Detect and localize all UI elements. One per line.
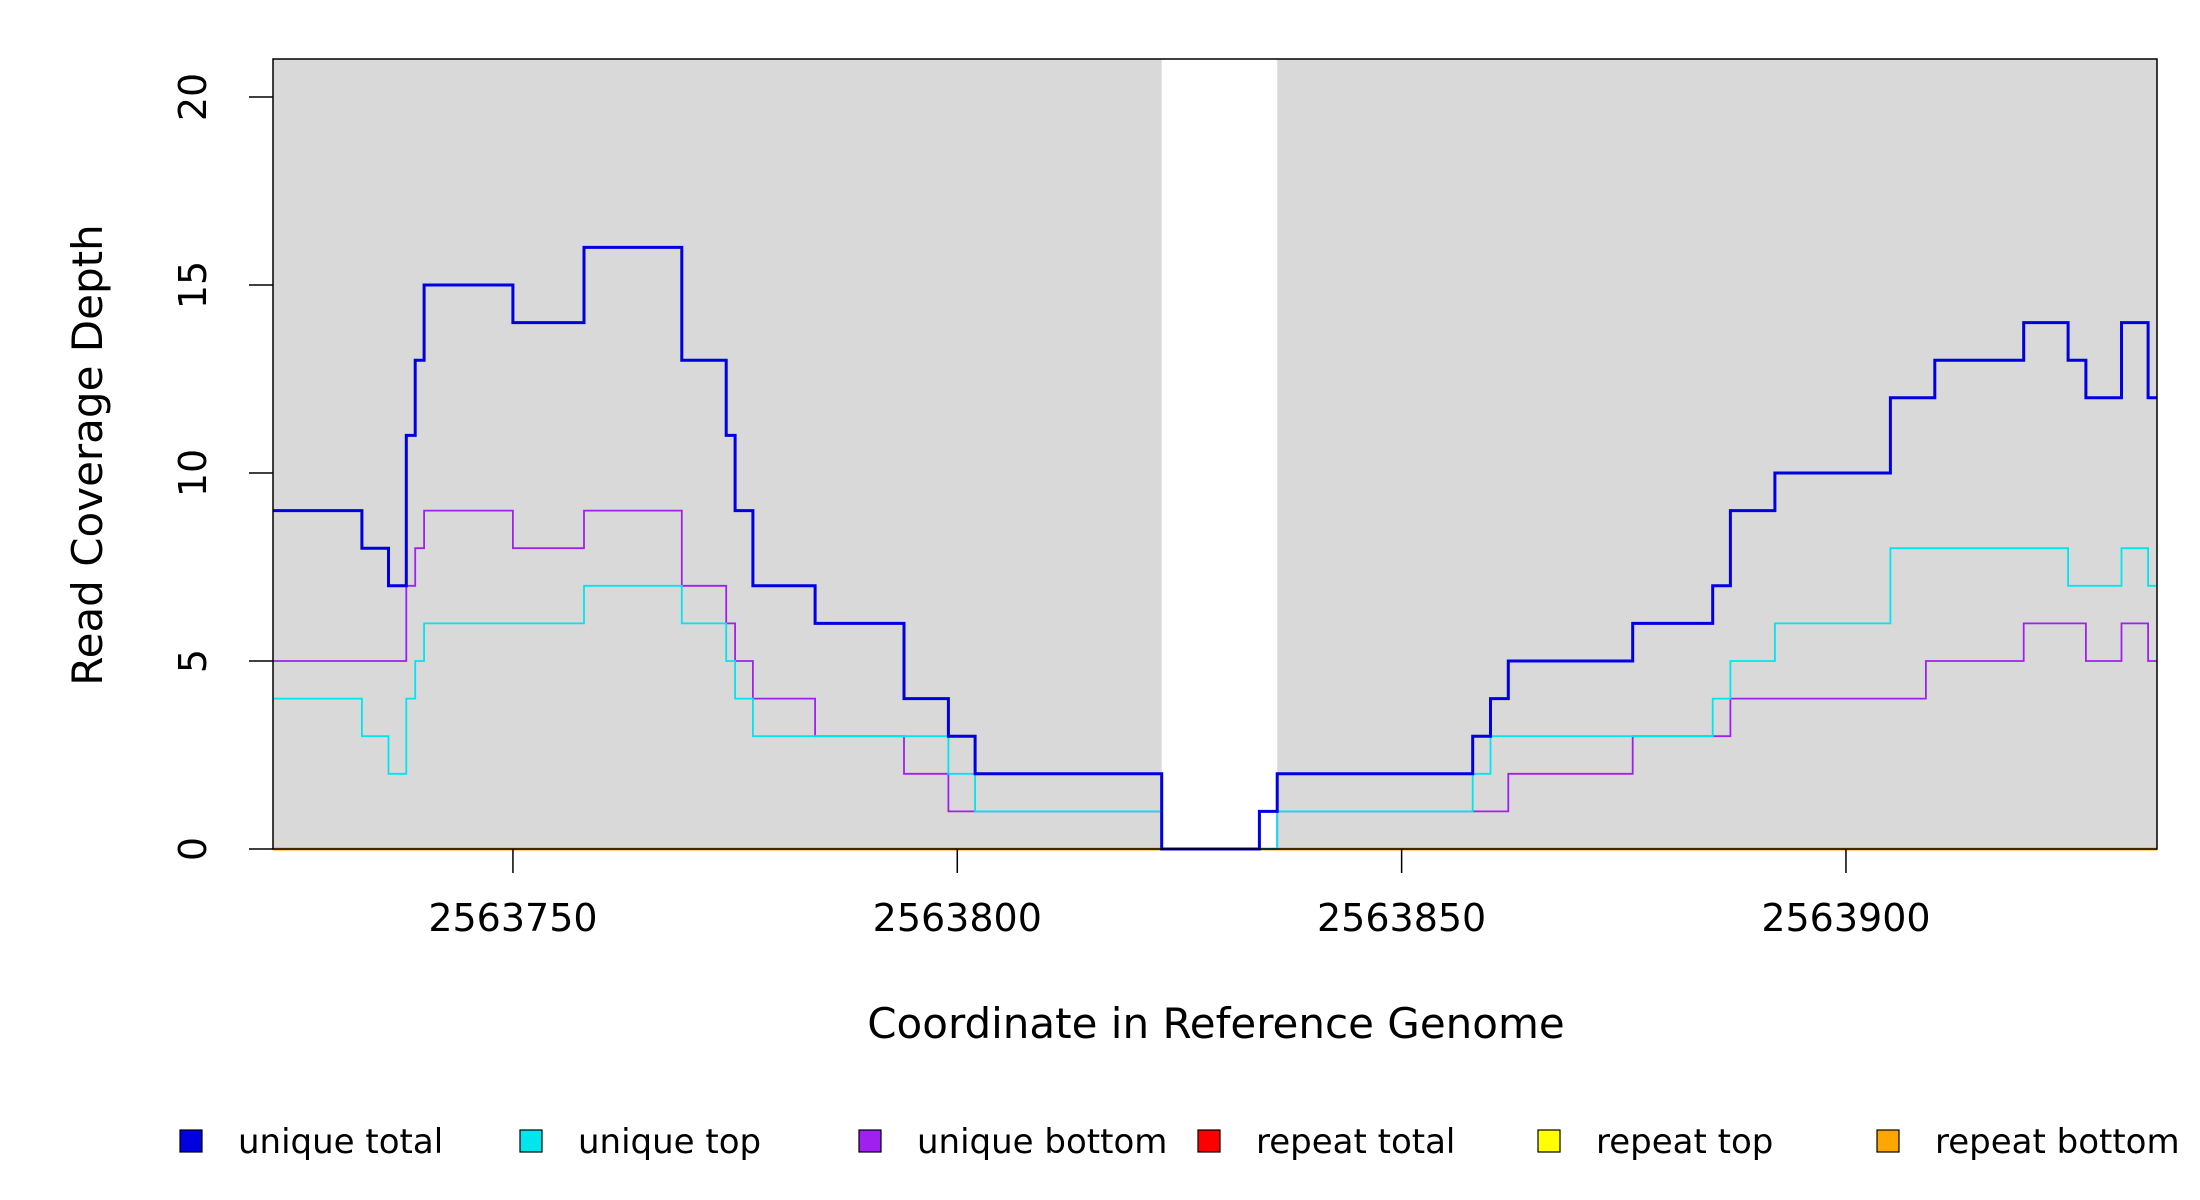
series-line-unique-bottom [273, 509, 2157, 850]
legend-label-repeat-bottom: repeat bottom [1935, 1122, 2180, 1162]
y-tick-label: 0 [171, 837, 215, 861]
x-tick-label: 2563850 [1317, 896, 1486, 940]
legend-label-unique-bottom: unique bottom [917, 1122, 1167, 1162]
legend-swatch-unique-top [519, 1129, 543, 1153]
axes-group: 2563750 2563800 2563850 2563900 0 5 10 15 20 [171, 73, 1931, 940]
gap-region [1161, 59, 1278, 849]
legend-label-repeat-total: repeat total [1256, 1122, 1455, 1162]
legend-swatch-unique-bottom [858, 1129, 882, 1153]
legend-swatch-repeat-total [1197, 1129, 1221, 1153]
legend-swatch-repeat-bottom [1876, 1129, 1900, 1153]
x-axis-title: Coordinate in Reference Genome [867, 999, 1565, 1048]
y-tick-label: 10 [171, 449, 215, 497]
legend-label-unique-total: unique total [238, 1122, 443, 1162]
legend-swatch-unique-total [179, 1129, 203, 1153]
plot-area-group [273, 59, 2157, 849]
y-tick-label: 15 [171, 261, 215, 309]
legend-swatch-repeat-top [1537, 1129, 1561, 1153]
legend: unique total unique top unique bottom repea… [179, 1122, 2180, 1162]
legend-label-repeat-top: repeat top [1596, 1122, 1773, 1162]
plot-frame-group [272, 58, 2158, 850]
series-line-unique-top [273, 547, 2157, 850]
x-tick-label: 2563750 [428, 896, 597, 940]
plot-frame [272, 58, 2158, 850]
y-tick-label: 20 [171, 73, 215, 121]
legend-label-unique-top: unique top [578, 1122, 761, 1162]
y-tick-label: 5 [171, 649, 215, 673]
x-tick-label: 2563900 [1761, 896, 1930, 940]
y-axis-title: Read Coverage Depth [63, 224, 112, 685]
x-tick-label: 2563800 [873, 896, 1042, 940]
